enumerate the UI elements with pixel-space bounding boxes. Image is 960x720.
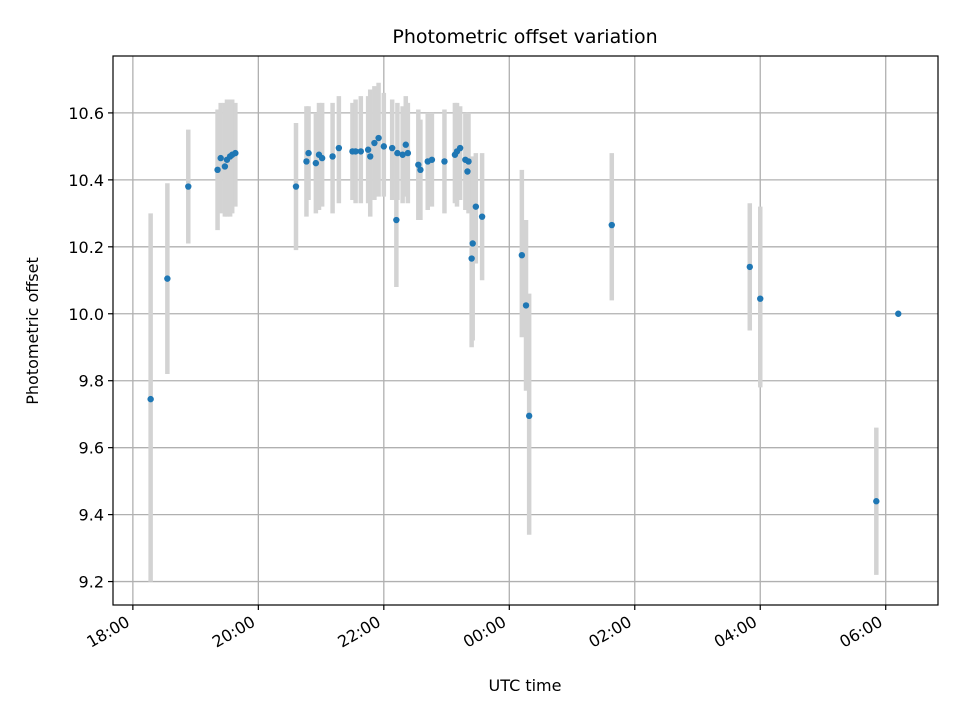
data-point [364, 146, 372, 153]
data-point [335, 144, 343, 152]
chart-title: Photometric offset variation [392, 26, 657, 48]
data-point [217, 154, 224, 162]
data-point [746, 263, 753, 271]
y-tick-label: 10.4 [68, 171, 104, 190]
data-point [394, 149, 401, 157]
data-point [318, 154, 326, 162]
data-point [221, 163, 229, 170]
y-tick-label: 9.4 [79, 506, 104, 525]
data-point [757, 295, 764, 302]
data-point [164, 275, 171, 282]
data-point [417, 166, 424, 174]
data-point [525, 412, 533, 420]
x-axis-label: UTC time [489, 676, 562, 695]
data-point [375, 134, 382, 142]
data-point [441, 158, 448, 165]
data-point [388, 144, 396, 152]
data-point [352, 148, 359, 155]
data-point [393, 216, 400, 224]
y-tick-label: 9.8 [79, 372, 104, 391]
data-point [456, 144, 464, 152]
data-point [292, 183, 300, 190]
data-point [232, 149, 239, 157]
data-points [147, 134, 902, 505]
data-point [465, 158, 472, 165]
data-point [469, 240, 476, 247]
data-point [522, 302, 530, 309]
y-tick-label: 10.0 [68, 305, 104, 324]
data-point [367, 153, 374, 160]
data-point [415, 161, 422, 168]
data-point [464, 168, 471, 175]
data-point [147, 395, 154, 403]
data-point [478, 213, 486, 220]
y-tick-label: 10.2 [68, 238, 104, 257]
data-point [468, 255, 475, 262]
data-point [404, 149, 412, 157]
y-axis-label: Photometric offset [23, 257, 42, 405]
data-point [399, 151, 406, 158]
data-point [185, 183, 192, 190]
data-point [312, 159, 320, 167]
data-point [428, 156, 436, 163]
data-point [305, 149, 312, 157]
data-point [214, 166, 221, 174]
data-point [608, 221, 615, 229]
data-point [380, 143, 388, 150]
y-tick-label: 10.6 [68, 104, 104, 123]
data-point [402, 141, 409, 148]
y-tick-label: 9.6 [79, 439, 104, 458]
data-point [873, 498, 880, 505]
data-point [329, 153, 336, 160]
data-point [357, 148, 365, 155]
data-point [472, 203, 480, 210]
y-tick-label: 9.2 [79, 573, 104, 592]
data-point [371, 139, 378, 147]
plot-frame [112, 55, 939, 606]
data-point [518, 251, 526, 259]
data-point [895, 310, 902, 317]
data-point [303, 158, 310, 165]
